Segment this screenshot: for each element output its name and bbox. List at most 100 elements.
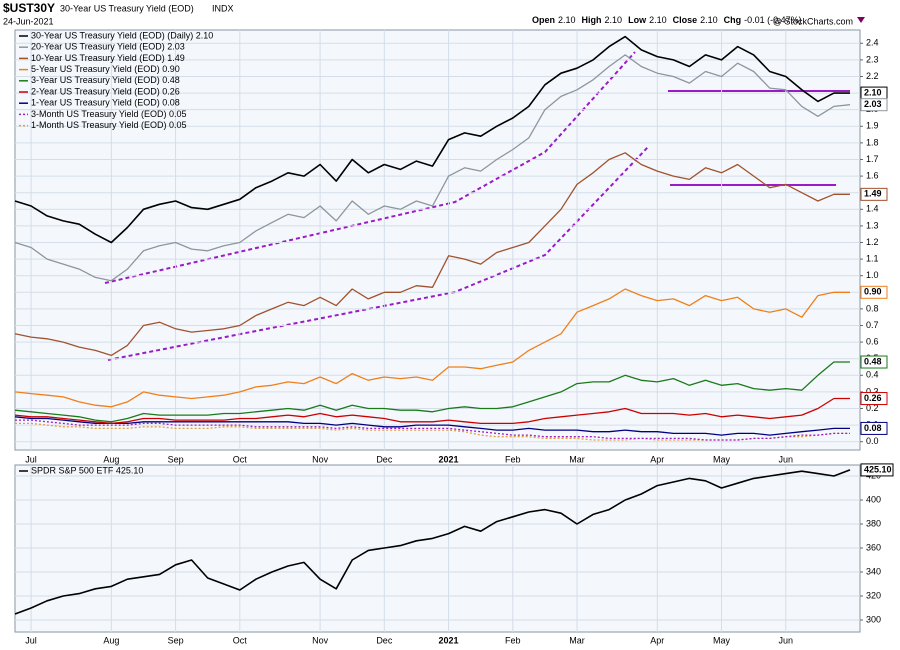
y-tick-label: 1.2 <box>866 237 879 247</box>
y-tick-label: 300 <box>866 614 881 624</box>
y-tick-label: 320 <box>866 590 881 600</box>
last-value-label: 2.10 <box>864 87 882 97</box>
quote-value: 2.10 <box>649 15 667 25</box>
x-tick-label: Sep <box>168 635 184 645</box>
last-value-label: 0.26 <box>864 393 882 403</box>
y-tick-label: 0.2 <box>866 403 879 413</box>
header: $UST30Y 30-Year US Treasury Yield (EOD) … <box>3 1 865 26</box>
legend-label: 1-Month US Treasury Yield (EOD) 0.05 <box>31 120 187 130</box>
quote-label: High <box>582 15 602 25</box>
y-tick-label: 340 <box>866 566 881 576</box>
x-tick-label: 2021 <box>439 454 459 464</box>
y-tick-label: 1.3 <box>866 220 879 230</box>
y-tick-label: 2.3 <box>866 54 879 64</box>
quote-label: Low <box>628 15 647 25</box>
legend-label: 5-Year US Treasury Yield (EOD) 0.90 <box>31 64 180 74</box>
y-tick-label: 1.0 <box>866 270 879 280</box>
quote-label: Close <box>673 15 698 25</box>
quote-value: 2.10 <box>558 15 576 25</box>
date: 24-Jun-2021 <box>3 16 54 26</box>
series-line <box>14 54 851 282</box>
last-value-box <box>860 392 888 406</box>
x-tick-label: Mar <box>569 454 585 464</box>
x-tick-label: Jul <box>25 635 37 645</box>
legend-label: 1-Year US Treasury Yield (EOD) 0.08 <box>31 98 180 108</box>
last-value-label: 0.90 <box>864 287 882 297</box>
series-line <box>14 35 850 244</box>
quote-value: -0.01 (-0.47%) <box>744 15 802 25</box>
x-tick-label: Dec <box>376 454 393 464</box>
x-tick-label: Aug <box>103 635 119 645</box>
legend-label: 10-Year US Treasury Yield (EOD) 1.49 <box>31 53 185 63</box>
x-tick-label: May <box>713 454 731 464</box>
x-tick-label: Jul <box>25 454 37 464</box>
last-value-box <box>860 98 888 112</box>
annotations <box>104 51 850 361</box>
y-tick-label: 380 <box>866 518 881 528</box>
y-tick-label: 1.4 <box>866 204 879 214</box>
series-line <box>14 469 851 615</box>
exchange: INDX <box>212 3 234 13</box>
y-tick-label: 0.4 <box>866 370 879 380</box>
last-value-box <box>860 421 888 435</box>
y-tick-label: 0.3 <box>866 386 879 396</box>
legend-label: SPDR S&P 500 ETF 425.10 <box>31 465 143 475</box>
series-line <box>14 397 850 425</box>
y-tick-label: 1.9 <box>866 121 879 131</box>
x-tick-label: Feb <box>505 454 521 464</box>
watermark: @ StockCharts.com <box>773 16 853 26</box>
last-value-box <box>860 463 894 477</box>
x-tick-label: Nov <box>312 454 329 464</box>
series-line <box>14 416 850 436</box>
last-value-label: 1.49 <box>864 189 882 199</box>
series-line <box>15 419 850 441</box>
trend-line <box>107 146 649 361</box>
y-tick-label: 400 <box>866 494 881 504</box>
last-value-label: 2.03 <box>864 99 882 109</box>
top-panel <box>14 29 861 451</box>
quote-value: 2.10 <box>605 15 623 25</box>
x-tick-label: Sep <box>168 454 184 464</box>
last-value-box <box>860 187 888 201</box>
x-tick-label: Jun <box>779 635 794 645</box>
quote-label: Open <box>532 15 555 25</box>
x-tick-label: Apr <box>650 635 664 645</box>
symbol: $UST30Y <box>3 1 55 15</box>
y-tick-label: 0.6 <box>866 336 879 346</box>
legend-label: 2-Year US Treasury Yield (EOD) 0.26 <box>31 86 180 96</box>
y-tick-label: 0.8 <box>866 303 879 313</box>
legend-label: 3-Year US Treasury Yield (EOD) 0.48 <box>31 75 180 85</box>
series-line <box>14 152 850 357</box>
x-tick-label: Nov <box>312 635 329 645</box>
x-tick-label: Jun <box>779 454 794 464</box>
quote-value: 2.10 <box>700 15 718 25</box>
x-tick-label: Dec <box>376 635 393 645</box>
last-value-box <box>860 285 888 299</box>
last-value-label: 0.08 <box>864 423 882 433</box>
y-tick-label: 1.7 <box>866 154 879 164</box>
y-tick-label: 1.6 <box>866 170 879 180</box>
symbol-name: 30-Year US Treasury Yield (EOD) <box>60 3 194 13</box>
x-tick-label: 2021 <box>439 635 459 645</box>
series-line <box>14 361 850 423</box>
x-tick-label: Feb <box>505 635 521 645</box>
x-tick-label: Aug <box>103 454 119 464</box>
y-tick-label: 2.2 <box>866 71 879 81</box>
series-line <box>14 288 850 408</box>
y-tick-label: 0.7 <box>866 320 879 330</box>
legend-label: 30-Year US Treasury Yield (EOD) (Daily) … <box>31 30 213 40</box>
y-tick-label: 1.8 <box>866 137 879 147</box>
x-tick-label: Apr <box>650 454 664 464</box>
last-value-label: 425.10 <box>864 464 892 474</box>
x-tick-label: Mar <box>569 635 585 645</box>
menu-arrow[interactable] <box>857 17 865 23</box>
y-tick-label: 360 <box>866 542 881 552</box>
last-value-label: 0.48 <box>864 356 882 366</box>
x-tick-label: Oct <box>233 454 248 464</box>
x-tick-label: Oct <box>233 635 248 645</box>
legend-label: 20-Year US Treasury Yield (EOD) 2.03 <box>31 42 185 52</box>
quote-label: Chg <box>724 15 742 25</box>
y-tick-label: 1.1 <box>866 253 879 263</box>
x-tick-label: May <box>713 635 731 645</box>
